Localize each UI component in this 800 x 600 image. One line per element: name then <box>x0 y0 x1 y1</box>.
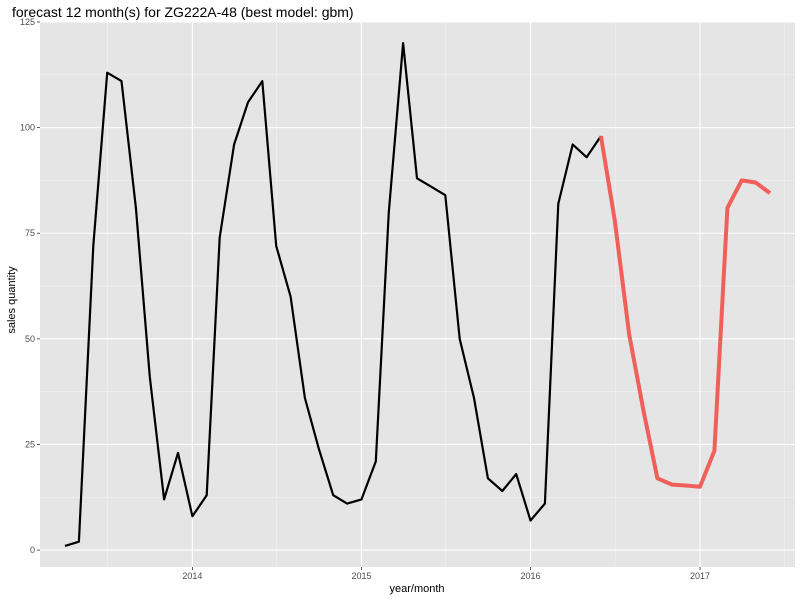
y-tick-label: 25 <box>25 439 35 449</box>
x-tick-label: 2017 <box>690 571 710 581</box>
x-axis-title: year/month <box>389 583 444 595</box>
chart-title: forecast 12 month(s) for ZG222A-48 (best… <box>12 4 354 20</box>
x-tick-label: 2015 <box>351 571 371 581</box>
plot-panel <box>40 22 795 567</box>
major-gridlines <box>40 21 795 567</box>
y-tick-label: 50 <box>25 334 35 344</box>
y-tick-label: 125 <box>20 17 35 27</box>
y-axis-title: sales quantity <box>6 266 18 334</box>
y-tick-label: 75 <box>25 228 35 238</box>
series-layer <box>64 41 772 547</box>
forecast-series-line <box>598 135 772 489</box>
x-tick-label: 2014 <box>182 571 202 581</box>
axis-layer: 0 25 50 75 100 125 2014 2015 2016 2017 <box>20 17 710 581</box>
minor-gridlines <box>40 22 795 567</box>
y-tick-label: 0 <box>30 545 35 555</box>
history-series-line <box>64 41 602 547</box>
x-tick-label: 2016 <box>521 571 541 581</box>
y-tick-label: 100 <box>20 123 35 133</box>
